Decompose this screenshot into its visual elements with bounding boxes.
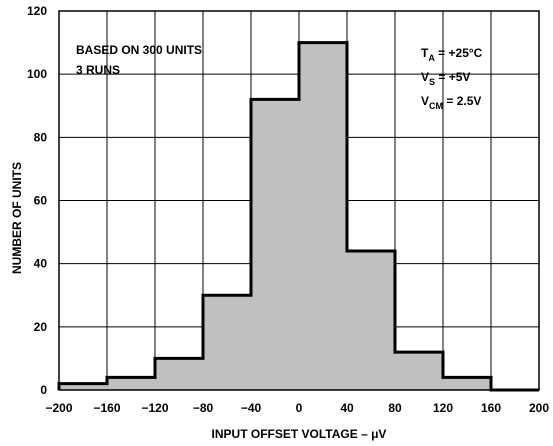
y-tick-label: 0 xyxy=(40,383,47,397)
x-tick-label: −80 xyxy=(193,401,214,415)
x-tick-label: 120 xyxy=(433,401,453,415)
y-tick-label: 20 xyxy=(34,320,48,334)
histogram-bar xyxy=(107,377,155,390)
y-axis-title: NUMBER OF UNITS xyxy=(10,162,24,274)
histogram-bar xyxy=(251,99,299,390)
histogram-bar xyxy=(443,377,491,390)
histogram-bar xyxy=(203,295,251,390)
annotation-ta: TA = +25°C xyxy=(421,46,483,63)
annotation-sample-size: BASED ON 300 UNITS xyxy=(76,43,202,57)
x-axis-title: INPUT OFFSET VOLTAGE – μV xyxy=(212,427,387,441)
annotation-runs: 3 RUNS xyxy=(76,63,120,77)
histogram-bar xyxy=(299,42,347,390)
x-tick-label: 0 xyxy=(296,401,303,415)
axes xyxy=(58,10,540,391)
x-tick-label: −160 xyxy=(93,401,120,415)
histogram-bar xyxy=(347,251,395,390)
x-tick-label: 200 xyxy=(529,401,549,415)
y-tick-label: 60 xyxy=(34,194,48,208)
y-tick-label: 120 xyxy=(27,4,47,18)
x-tick-label: 80 xyxy=(388,401,402,415)
histogram-bars xyxy=(57,41,539,392)
x-tick-label: 160 xyxy=(481,401,501,415)
x-tick-label: −120 xyxy=(141,401,168,415)
plot-frame xyxy=(58,10,540,391)
x-tick-label: −40 xyxy=(241,401,262,415)
histogram-bar xyxy=(155,358,203,390)
annotation-vcm: VCM = 2.5V xyxy=(421,94,481,111)
annotation-vs: VS = +5V xyxy=(421,70,470,87)
histogram-outline xyxy=(57,41,539,392)
y-tick-label: 100 xyxy=(27,67,47,81)
x-tick-label: −200 xyxy=(45,401,72,415)
x-tick-label: 40 xyxy=(340,401,354,415)
y-tick-label: 40 xyxy=(34,257,48,271)
histogram-bar xyxy=(59,383,107,390)
histogram-bar xyxy=(395,352,443,390)
y-tick-label: 80 xyxy=(34,130,48,144)
tick-labels: −200 −160 −120 −80 −40 0 40 80 120 160 200 0 20 40 60 8… xyxy=(27,4,549,415)
